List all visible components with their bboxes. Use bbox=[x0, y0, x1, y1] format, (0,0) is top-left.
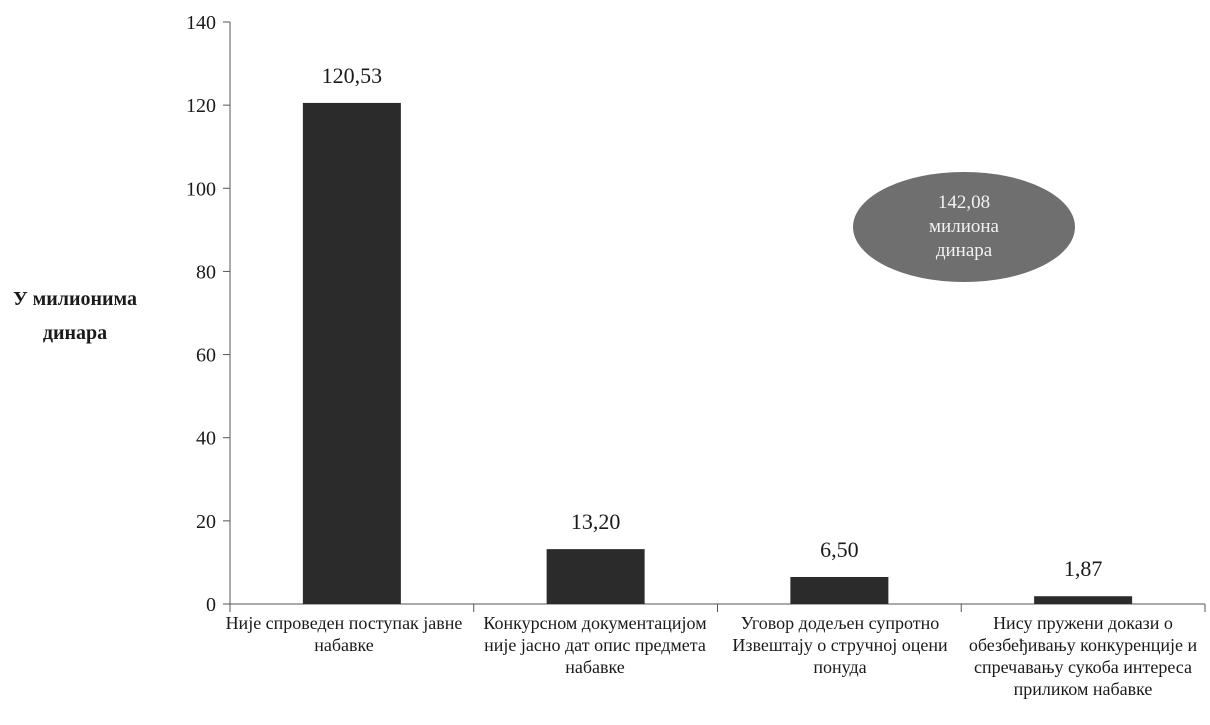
total-annotation-bubble: 142,08 милиона динара bbox=[853, 172, 1075, 282]
bar-value-label-2: 13,20 bbox=[571, 509, 621, 534]
y-axis-label-line-2: динара bbox=[42, 322, 108, 344]
bar-value-label-3: 6,50 bbox=[820, 537, 859, 562]
category-label-1: Није спроведен поступак јавне набавке bbox=[225, 613, 463, 655]
category-label-2: Конкурсном документацијом није јасно дат… bbox=[483, 613, 707, 677]
bar-3 bbox=[790, 576, 889, 604]
bar-value-label-1: 120,53 bbox=[322, 63, 383, 88]
total-annotation-unit-1: милиона bbox=[929, 216, 999, 237]
y-tick-label: 140 bbox=[186, 12, 216, 34]
y-tick-label: 100 bbox=[186, 178, 216, 200]
bar-1 bbox=[302, 102, 401, 604]
y-axis-label: У милионима динара bbox=[0, 282, 150, 350]
chart-bars bbox=[302, 102, 1133, 604]
category-label-3: Уговор додељен супротно Извештају о стру… bbox=[732, 613, 948, 677]
y-axis-label-line-1: У милионима bbox=[12, 288, 138, 310]
total-annotation-unit-2: динара bbox=[935, 240, 993, 261]
category-label-4: Нису пружени докази о обезбеђивању конку… bbox=[968, 613, 1198, 699]
bar-4 bbox=[1034, 596, 1133, 604]
y-tick-label: 80 bbox=[196, 261, 216, 283]
y-tick-label: 20 bbox=[196, 511, 216, 533]
y-tick-label: 40 bbox=[196, 428, 216, 450]
y-tick-label: 60 bbox=[196, 345, 216, 367]
chart-value-labels: 120,53 13,20 6,50 1,87 bbox=[322, 63, 1103, 581]
chart-axes: 0 20 40 60 80 100 120 140 bbox=[186, 12, 1206, 616]
total-annotation-value: 142,08 bbox=[937, 192, 991, 213]
y-tick-label: 120 bbox=[186, 95, 216, 117]
y-tick-label: 0 bbox=[206, 594, 216, 616]
bar-2 bbox=[546, 549, 645, 604]
bar-value-label-4: 1,87 bbox=[1064, 556, 1103, 581]
